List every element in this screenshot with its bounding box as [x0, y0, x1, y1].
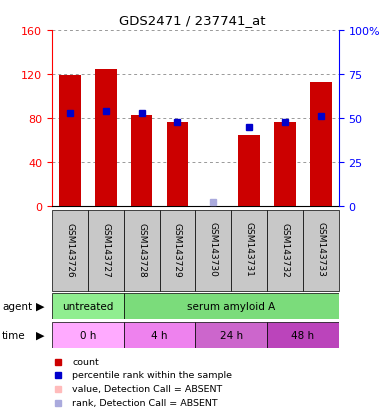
Bar — [238, 135, 260, 206]
Text: GSM143728: GSM143728 — [137, 222, 146, 277]
FancyBboxPatch shape — [195, 322, 267, 348]
Text: ▶: ▶ — [36, 301, 45, 311]
Text: rank, Detection Call = ABSENT: rank, Detection Call = ABSENT — [72, 398, 218, 407]
Text: GDS2471 / 237741_at: GDS2471 / 237741_at — [119, 14, 266, 27]
Text: GSM143733: GSM143733 — [316, 222, 325, 277]
Text: GSM143729: GSM143729 — [173, 222, 182, 277]
Text: GSM143731: GSM143731 — [244, 222, 254, 277]
Text: time: time — [2, 330, 25, 340]
Text: 4 h: 4 h — [151, 330, 168, 340]
Text: percentile rank within the sample: percentile rank within the sample — [72, 370, 232, 380]
Bar — [167, 123, 188, 206]
Text: GSM143730: GSM143730 — [209, 222, 218, 277]
FancyBboxPatch shape — [52, 293, 124, 319]
Text: count: count — [72, 357, 99, 366]
Text: GSM143732: GSM143732 — [281, 222, 290, 277]
Text: ▶: ▶ — [36, 330, 45, 340]
FancyBboxPatch shape — [267, 211, 303, 291]
Text: GSM143726: GSM143726 — [65, 222, 74, 277]
FancyBboxPatch shape — [52, 322, 124, 348]
Bar — [59, 76, 81, 206]
FancyBboxPatch shape — [124, 211, 159, 291]
FancyBboxPatch shape — [267, 322, 339, 348]
Text: 24 h: 24 h — [220, 330, 243, 340]
Text: 48 h: 48 h — [291, 330, 315, 340]
FancyBboxPatch shape — [88, 211, 124, 291]
FancyBboxPatch shape — [124, 322, 195, 348]
FancyBboxPatch shape — [231, 211, 267, 291]
Text: GSM143727: GSM143727 — [101, 222, 110, 277]
FancyBboxPatch shape — [159, 211, 195, 291]
Bar — [131, 116, 152, 206]
Text: serum amyloid A: serum amyloid A — [187, 301, 275, 311]
Text: 0 h: 0 h — [80, 330, 96, 340]
Bar — [95, 69, 117, 206]
Bar — [310, 83, 331, 206]
Bar — [274, 123, 296, 206]
FancyBboxPatch shape — [303, 211, 339, 291]
Text: value, Detection Call = ABSENT: value, Detection Call = ABSENT — [72, 384, 222, 393]
FancyBboxPatch shape — [124, 293, 339, 319]
FancyBboxPatch shape — [52, 211, 88, 291]
Text: agent: agent — [2, 301, 32, 311]
Text: untreated: untreated — [62, 301, 114, 311]
FancyBboxPatch shape — [195, 211, 231, 291]
